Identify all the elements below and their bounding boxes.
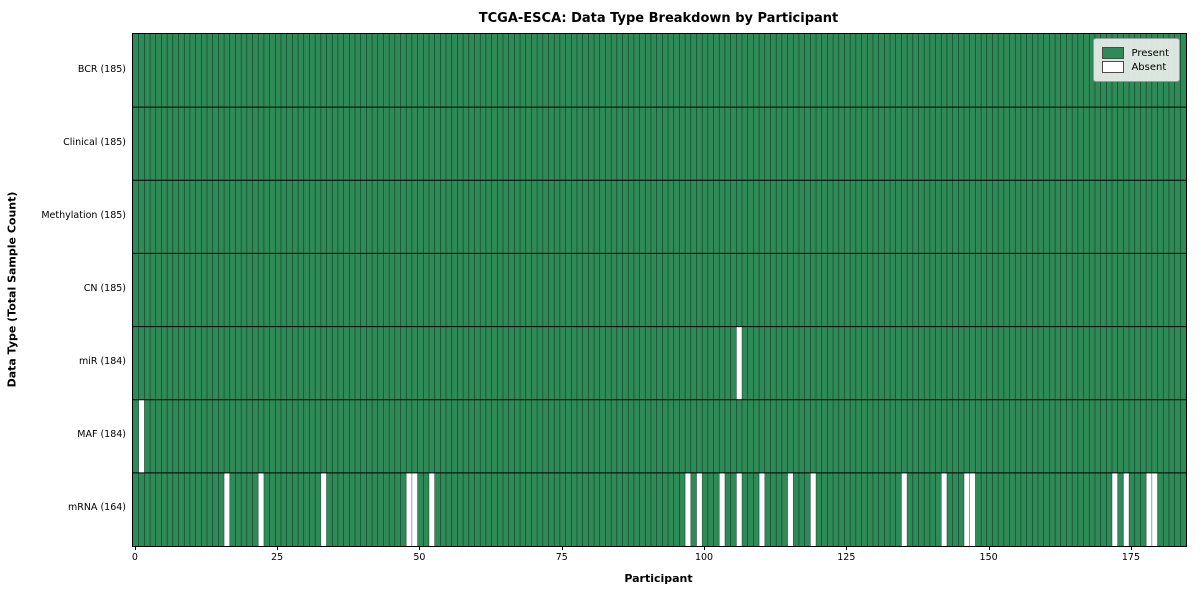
- x-tick-mark: [277, 546, 279, 550]
- x-tick-label: 50: [413, 552, 426, 563]
- x-tick-mark: [846, 546, 848, 550]
- chart-title: TCGA-ESCA: Data Type Breakdown by Partic…: [478, 11, 839, 26]
- x-tick-label: 100: [694, 552, 714, 563]
- y-tick-label: mRNA (164): [67, 502, 126, 514]
- legend-swatch-present-icon: [1102, 47, 1125, 59]
- x-tick-mark: [704, 546, 706, 550]
- x-axis-label: Participant: [624, 572, 693, 585]
- y-tick-label: Methylation (185): [41, 209, 126, 221]
- x-tick-label: 25: [271, 552, 284, 563]
- legend-item: Absent: [1102, 61, 1169, 73]
- y-tick-label: MAF (184): [77, 429, 126, 441]
- y-tick-label: BCR (185): [77, 63, 126, 75]
- x-tick-label: 175: [1121, 552, 1140, 563]
- y-tick-label: CN (185): [83, 283, 126, 294]
- legend-item: Present: [1102, 47, 1169, 59]
- legend: Present Absent: [1093, 38, 1180, 82]
- y-tick-label: Clinical (185): [63, 136, 126, 148]
- x-tick-label: 0: [131, 552, 138, 563]
- plot-area: [132, 33, 1187, 547]
- heatmap-svg: [133, 34, 1186, 546]
- legend-swatch-absent-icon: [1102, 61, 1125, 73]
- y-tick-label: miR (184): [78, 356, 126, 368]
- x-tick-mark: [988, 546, 990, 550]
- x-tick-mark: [419, 546, 421, 550]
- x-tick-mark: [561, 546, 563, 550]
- x-tick-mark: [134, 546, 136, 550]
- legend-label: Present: [1131, 47, 1169, 59]
- x-tick-mark: [1130, 546, 1132, 550]
- x-tick-label: 75: [555, 552, 568, 563]
- legend-label: Absent: [1131, 61, 1167, 73]
- x-tick-label: 125: [837, 552, 856, 563]
- x-tick-label: 150: [979, 552, 998, 563]
